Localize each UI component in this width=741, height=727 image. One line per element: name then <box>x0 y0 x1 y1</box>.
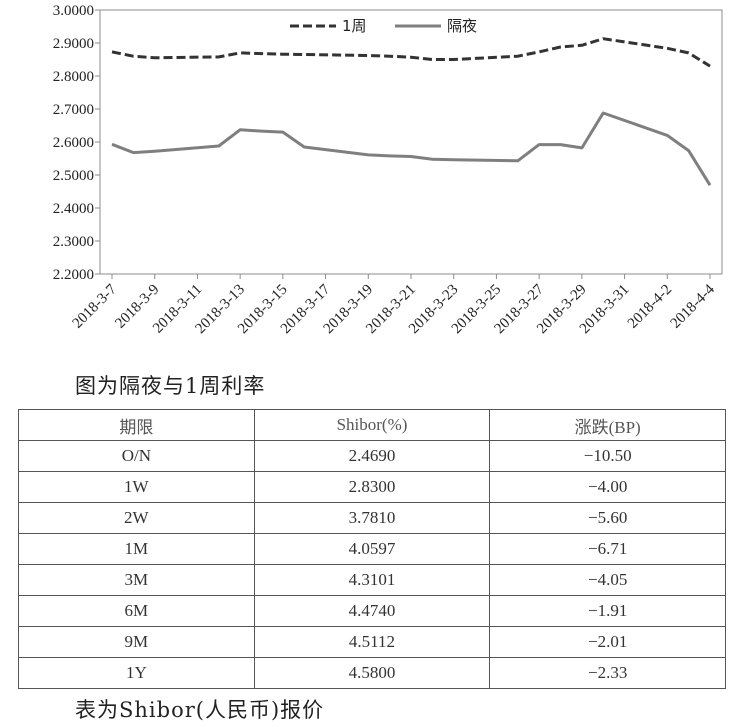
chart-canvas: 3.0000 2.9000 2.8000 2.7000 2.6000 2.5000 2.40… <box>53 3 723 337</box>
rate-cell: 4.4740 <box>253 595 491 627</box>
term-cell: O/N <box>18 440 255 472</box>
rate-cell: 4.5112 <box>253 626 491 658</box>
table-header-row: 期限 Shibor(%) 涨跌(BP) <box>18 409 726 441</box>
table-row: 6M 4.4740 −1.91 <box>18 595 726 627</box>
table-row: 3M 4.3101 −4.05 <box>18 564 726 596</box>
header-shibor: Shibor(%) <box>253 409 491 441</box>
table-caption: 表为Shibor(人民币)报价 <box>75 698 325 722</box>
change-cell: −4.05 <box>489 564 726 596</box>
x-tick-label: 2018-3-7 <box>70 281 121 332</box>
y-tick-label: 2.5000 <box>53 168 94 184</box>
table-row: 1W 2.8300 −4.00 <box>18 471 726 503</box>
legend-label: 1周 <box>342 17 367 35</box>
x-tick-label: 2018-4-2 <box>625 282 675 332</box>
series-line-overnight <box>111 111 712 186</box>
header-term: 期限 <box>18 409 255 441</box>
table-row: 2W 3.7810 −5.60 <box>18 502 726 534</box>
table-row: O/N 2.4690 −10.50 <box>18 440 726 472</box>
term-cell: 6M <box>18 595 255 627</box>
y-tick-label: 2.2000 <box>53 267 94 283</box>
rate-cell: 2.8300 <box>253 471 491 503</box>
term-cell: 2W <box>18 502 255 534</box>
y-tick-label: 2.9000 <box>53 36 94 52</box>
y-tick-label: 2.7000 <box>53 102 94 118</box>
term-cell: 3M <box>18 564 255 596</box>
y-tick-label: 2.8000 <box>53 69 94 85</box>
term-cell: 1Y <box>18 657 255 689</box>
table-row: 1Y 4.5800 −2.33 <box>18 657 726 689</box>
legend-label: 隔夜 <box>447 17 477 35</box>
table-row: 9M 4.5112 −2.01 <box>18 626 726 658</box>
header-change: 涨跌(BP) <box>489 409 726 441</box>
plot-area-frame <box>99 9 723 275</box>
rate-chart: 3.0000 2.9000 2.8000 2.7000 2.6000 2.5000 2.40… <box>53 3 723 337</box>
y-tick-label: 2.6000 <box>53 135 94 151</box>
y-tick-label: 2.3000 <box>53 234 94 250</box>
rate-cell: 4.3101 <box>253 564 491 596</box>
chart-caption: 图为隔夜与1周利率 <box>75 374 266 398</box>
table-row: 1M 4.0597 −6.71 <box>18 533 726 565</box>
change-cell: −2.33 <box>489 657 726 689</box>
change-cell: −10.50 <box>489 440 726 472</box>
rate-cell: 4.5800 <box>253 657 491 689</box>
change-cell: −1.91 <box>489 595 726 627</box>
change-cell: −4.00 <box>489 471 726 503</box>
change-cell: −5.60 <box>489 502 726 534</box>
term-cell: 1M <box>18 533 255 565</box>
y-tick-label: 2.4000 <box>53 201 94 217</box>
rate-cell: 4.0597 <box>253 533 491 565</box>
term-cell: 9M <box>18 626 255 658</box>
series-line-week <box>111 37 711 68</box>
rate-cell: 3.7810 <box>253 502 491 534</box>
shibor-table: 期限 Shibor(%) 涨跌(BP) O/N 2.4690 −10.50 1W… <box>18 409 726 689</box>
change-cell: −2.01 <box>489 626 726 658</box>
term-cell: 1W <box>18 471 255 503</box>
x-tick-label: 2018-4-4 <box>668 281 719 332</box>
rate-cell: 2.4690 <box>253 440 491 472</box>
change-cell: −6.71 <box>489 533 726 565</box>
y-tick-label: 3.0000 <box>53 3 94 19</box>
